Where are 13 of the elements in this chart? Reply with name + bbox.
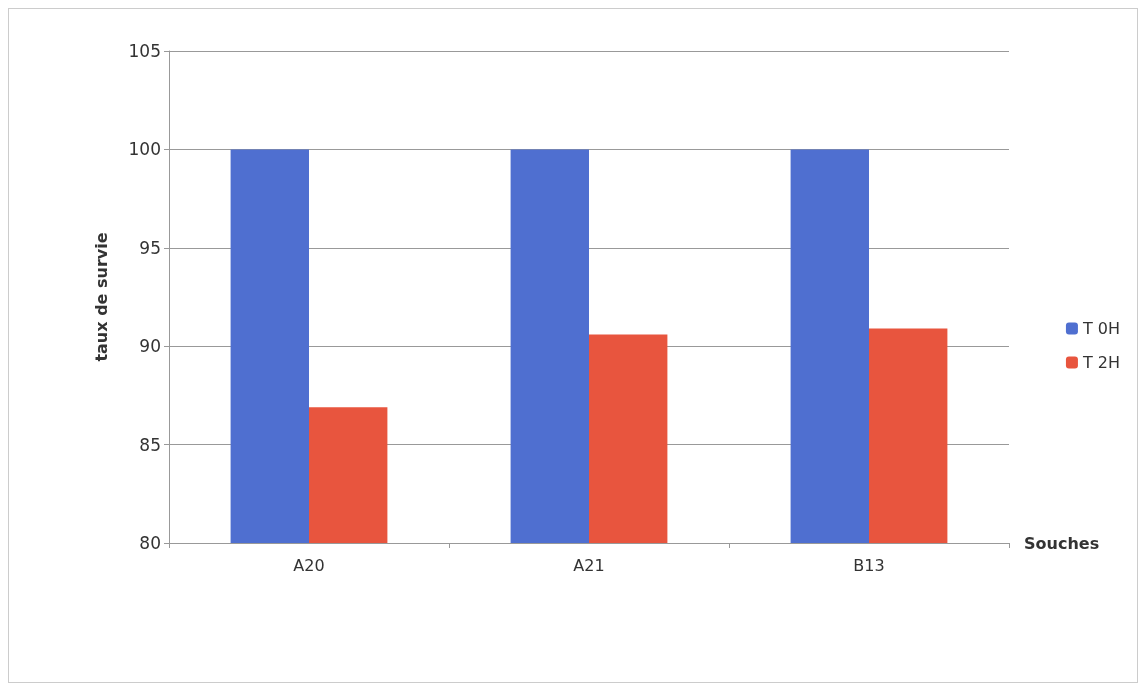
x-tick-label: B13 [853,555,885,575]
y-tick-label: 105 [128,41,161,61]
x-tick-label: A21 [573,555,605,575]
y-axis-title: taux de survie [91,232,111,362]
x-tick-label: A20 [293,555,325,575]
y-tick-label: 80 [139,533,161,553]
y-tick-label: 85 [139,434,161,455]
y-tick-label: 90 [139,336,161,357]
legend-label: T 2H [1081,353,1121,372]
x-axis-title: Souches [1024,533,1100,553]
legend-label: T 0H [1081,319,1121,338]
y-tick-label: 100 [128,139,161,160]
y-tick-label: 95 [139,237,161,258]
